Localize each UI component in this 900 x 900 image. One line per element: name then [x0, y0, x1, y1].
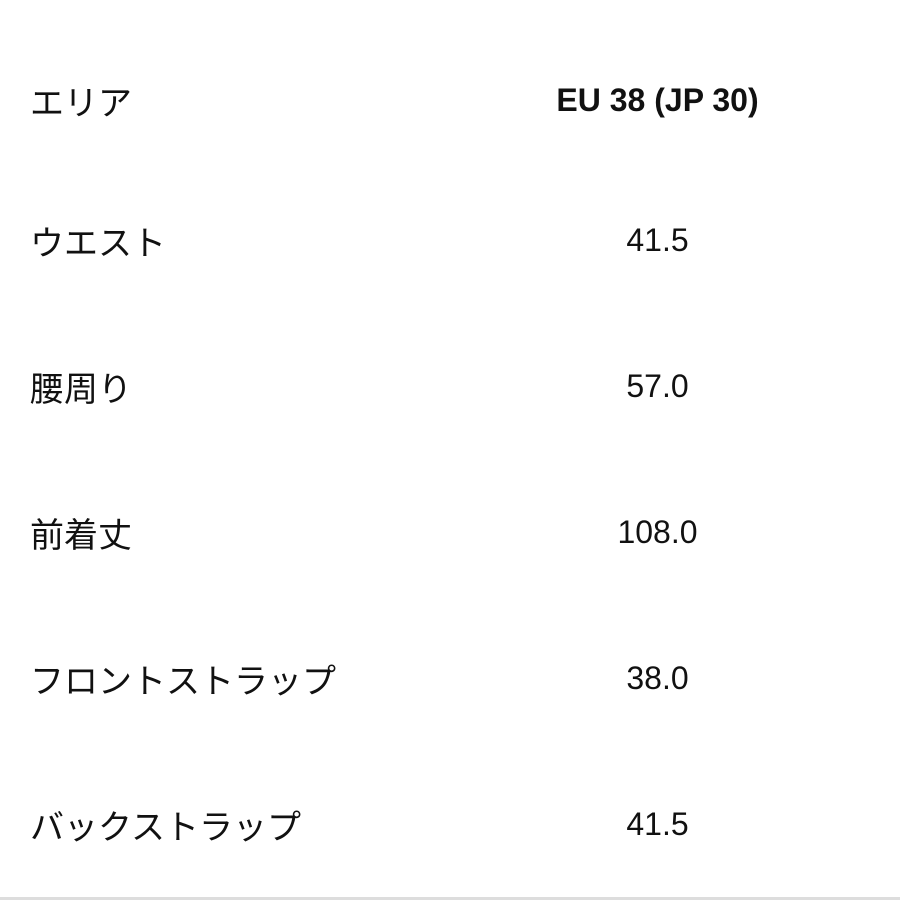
row-value: 41.5 [626, 221, 689, 258]
row-value: 41.5 [626, 805, 689, 842]
table-row: ウエスト 41.5 [0, 210, 900, 270]
table-row: バックストラップ 41.5 [0, 794, 900, 854]
row-label: ウエスト [30, 223, 166, 264]
table-row: 腰周り 57.0 [0, 356, 900, 416]
row-value: 108.0 [617, 513, 698, 550]
row-label: 腰周り [30, 369, 132, 410]
row-value: 38.0 [626, 659, 689, 696]
row-label: フロントストラップ [30, 661, 336, 702]
table-row: 前着丈 108.0 [0, 502, 900, 562]
table-header: エリア EU 38 (JP 30) [0, 70, 900, 130]
divider [0, 897, 900, 900]
row-label: バックストラップ [30, 807, 301, 848]
row-value: 57.0 [626, 367, 689, 404]
row-label: 前着丈 [30, 515, 132, 556]
table-row: フロントストラップ 38.0 [0, 648, 900, 708]
header-size: EU 38 (JP 30) [556, 81, 759, 118]
header-area: エリア [30, 83, 132, 124]
